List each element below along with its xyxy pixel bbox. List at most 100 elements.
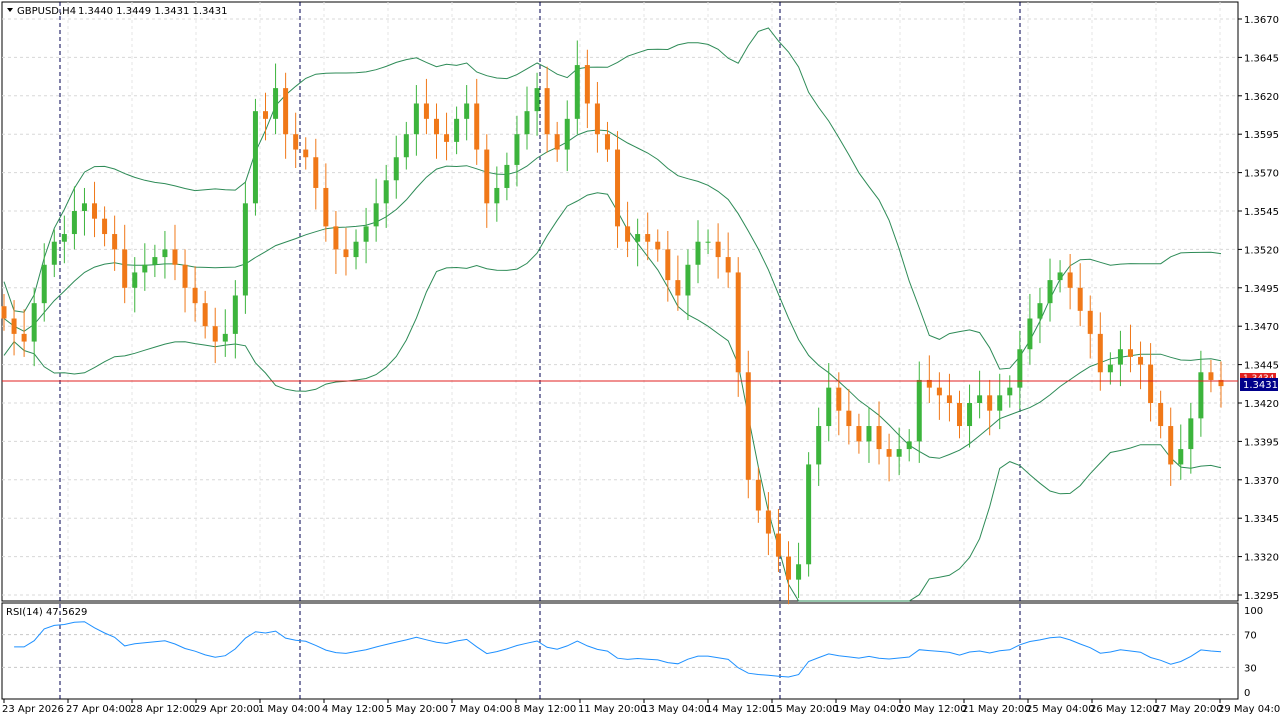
price-tick-label: 1.3295 [1244,591,1279,602]
candle-body [886,449,892,457]
time-tick-label: 27 May 20:00 [1154,704,1223,715]
time-tick-label: 19 May 04:00 [834,704,903,715]
candle-body [836,387,842,411]
candle-body [122,249,128,288]
candle-body [504,164,510,188]
candle-body [333,226,339,250]
candle-body [1077,287,1083,311]
candle-body [1057,272,1063,281]
candle-body [273,88,279,119]
candle-body [594,103,600,135]
candle-body [936,387,942,396]
candle-body [11,318,17,334]
chart-menu-triangle-icon[interactable] [7,8,13,12]
candle-body [464,103,470,119]
time-tick-label: 7 May 04:00 [450,704,512,715]
candle-body [1218,379,1224,387]
candle-body [202,303,208,327]
candle-body [775,533,781,557]
candle-body [806,464,812,565]
candle-body [745,372,751,480]
candle-body [1,306,7,319]
price-axis[interactable]: 1.3670 1.3645 1.3620 1.3595 1.3570 1.3545 1.35… [1238,15,1279,602]
candles-series [1,40,1224,605]
rsi-tick-label: 100 [1244,606,1263,617]
candle-body [1097,333,1103,373]
price-tick-label: 1.3395 [1244,437,1279,448]
candle-body [635,234,641,242]
candle-body [31,303,37,342]
rsi-tick-label: 0 [1244,688,1250,699]
rsi-tick-label: 70 [1244,631,1257,642]
candle-body [735,272,741,373]
candle-body [786,556,792,580]
candle-body [977,395,983,403]
candle-body [1087,310,1093,334]
bollinger-middle-band [3,129,1222,459]
candle-body [725,257,731,273]
candle-body [1208,372,1214,380]
main-price-panel[interactable] [1,1,1239,602]
grid-lines [2,2,1238,601]
price-tick-label: 1.3670 [1244,15,1279,26]
candle-body [222,333,228,342]
candle-body [142,264,148,273]
candle-body [71,211,77,235]
candle-body [1027,318,1033,350]
candle-body [474,103,480,150]
candle-body [675,280,681,296]
candle-body [132,272,138,288]
candle-body [1117,349,1123,365]
time-tick-label: 1 May 04:00 [258,704,320,715]
candle-body [192,287,198,304]
candle-body [906,441,912,450]
price-tick-label: 1.3620 [1244,92,1279,103]
candle-body [946,395,952,403]
time-tick-label: 26 May 12:00 [1090,704,1159,715]
candle-body [232,295,238,334]
candle-body [866,426,872,442]
candle-body [1178,449,1184,465]
candle-body [665,249,671,281]
time-tick-label: 25 May 04:00 [1026,704,1095,715]
candle-body [604,134,610,150]
price-tick-label: 1.3595 [1244,130,1279,141]
time-tick-label: 8 May 12:00 [514,704,576,715]
candle-body [655,241,661,250]
candle-body [313,157,319,188]
current-price-tag-text: 1.3431 [1243,380,1278,391]
candle-body [242,203,248,296]
candle-body [293,134,299,150]
time-tick-label: 29 Apr 20:00 [194,704,259,715]
candle-body [21,333,27,342]
chart-ohlc-readout: 1.3440 1.3449 1.3431 1.3431 [78,6,228,17]
candle-body [353,241,359,258]
price-tick-label: 1.3520 [1244,245,1279,256]
candle-body [524,111,530,135]
rsi-series [2,621,1238,678]
candle-body [81,203,87,211]
candle-body [584,65,590,104]
candle-body [252,111,258,204]
candle-body [715,241,721,258]
rsi-line [14,621,1222,678]
price-tick-label: 1.3495 [1244,284,1279,295]
candle-body [162,249,168,258]
candle-body [956,403,962,427]
candle-body [755,479,761,511]
candle-body [383,180,389,204]
time-tick-label: 29 May 04:00 [1218,704,1280,715]
time-tick-label: 11 May 20:00 [578,704,647,715]
candle-body [1188,418,1194,450]
candle-body [263,111,269,119]
candle-body [967,403,973,427]
candle-body [444,134,450,142]
candle-body [705,241,711,243]
candle-body [1148,364,1154,403]
candle-body [1047,280,1053,304]
candle-body [997,395,1003,411]
chart-symbol-label: GBPUSD,H4 [17,6,76,17]
rsi-panel[interactable] [1,602,1239,700]
